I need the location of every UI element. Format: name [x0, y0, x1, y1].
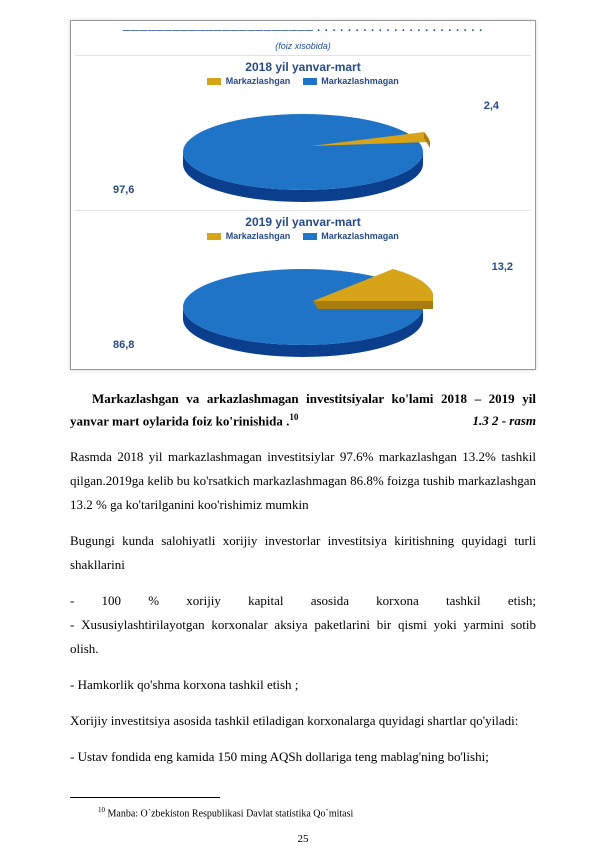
pie-chart	[173, 257, 433, 357]
pie-stage: 13,2 86,8	[75, 247, 531, 355]
page-number: 25	[70, 833, 536, 845]
legend-swatch-1	[207, 233, 221, 240]
pie-chart	[173, 102, 433, 202]
figure-number: 1.3 2 - rasm	[472, 410, 536, 432]
chart-top-scribble: ─────────────────────── · · · · · · · · …	[75, 25, 531, 41]
footnote-ref: 10	[289, 412, 298, 422]
legend-swatch-2	[303, 78, 317, 85]
pie-wrap	[173, 257, 433, 357]
caption-left-text: yanvar mart oylarida foiz ko'rinishida .	[70, 413, 289, 428]
panel-legend: Markazlashgan Markazlashmagan	[75, 231, 531, 241]
chart-inner: ─────────────────────── · · · · · · · · …	[75, 25, 531, 365]
chart-panel-2019: 2019 yil yanvar-mart Markazlashgan Marka…	[75, 210, 531, 365]
body-para-6: - Ustav fondida eng kamida 150 ming AQSh…	[70, 745, 536, 769]
caption-left: yanvar mart oylarida foiz ko'rinishida .…	[70, 410, 298, 432]
panel-legend: Markazlashgan Markazlashmagan	[75, 76, 531, 86]
body-para-4: - Hamkorlik qo'shma korxona tashkil etis…	[70, 673, 536, 697]
chart-block: ─────────────────────── · · · · · · · · …	[70, 20, 536, 370]
body-para-2: Bugungi kunda salohiyatli xorijiy invest…	[70, 529, 536, 577]
panel-title: 2018 yil yanvar-mart	[75, 60, 531, 74]
figure-caption-line2: yanvar mart oylarida foiz ko'rinishida .…	[70, 410, 536, 432]
body-para-3-line1: - 100 % xorijiy kapital asosida korxona …	[70, 589, 536, 613]
legend-label-1: Markazlashgan	[226, 76, 291, 86]
footnote-text: Manba: O`zbekiston Respublikasi Davlat s…	[105, 808, 353, 819]
body-para-3: - 100 % xorijiy kapital asosida korxona …	[70, 589, 536, 661]
body-para-5: Xorijiy investitsiya asosida tashkil eti…	[70, 709, 536, 733]
legend-label-2: Markazlashmagan	[321, 231, 399, 241]
value-label-big: 97,6	[113, 184, 134, 196]
value-label-big: 86,8	[113, 339, 134, 351]
legend-swatch-1	[207, 78, 221, 85]
chart-panel-2018: 2018 yil yanvar-mart Markazlashgan Marka…	[75, 55, 531, 210]
chart-subcaption: (foiz xisobida)	[75, 41, 531, 51]
legend-swatch-2	[303, 233, 317, 240]
pie-stage: 2,4 97,6	[75, 92, 531, 200]
footnote-num: 10	[98, 806, 105, 814]
value-label-small: 2,4	[484, 100, 499, 112]
panel-title: 2019 yil yanvar-mart	[75, 215, 531, 229]
legend-label-2: Markazlashmagan	[321, 76, 399, 86]
figure-caption-line1: Markazlashgan va arkazlashmagan investit…	[70, 388, 536, 410]
footnote-rule	[70, 797, 220, 798]
value-label-small: 13,2	[492, 261, 513, 273]
body-para-1: Rasmda 2018 yil markazlashmagan investit…	[70, 445, 536, 517]
pie-wrap	[173, 102, 433, 202]
legend-label-1: Markazlashgan	[226, 231, 291, 241]
body-para-3-rest: - Xususiylashtirilayotgan korxonalar aks…	[70, 613, 536, 661]
footnote: 10 Manba: O`zbekiston Respublikasi Davla…	[70, 806, 536, 819]
